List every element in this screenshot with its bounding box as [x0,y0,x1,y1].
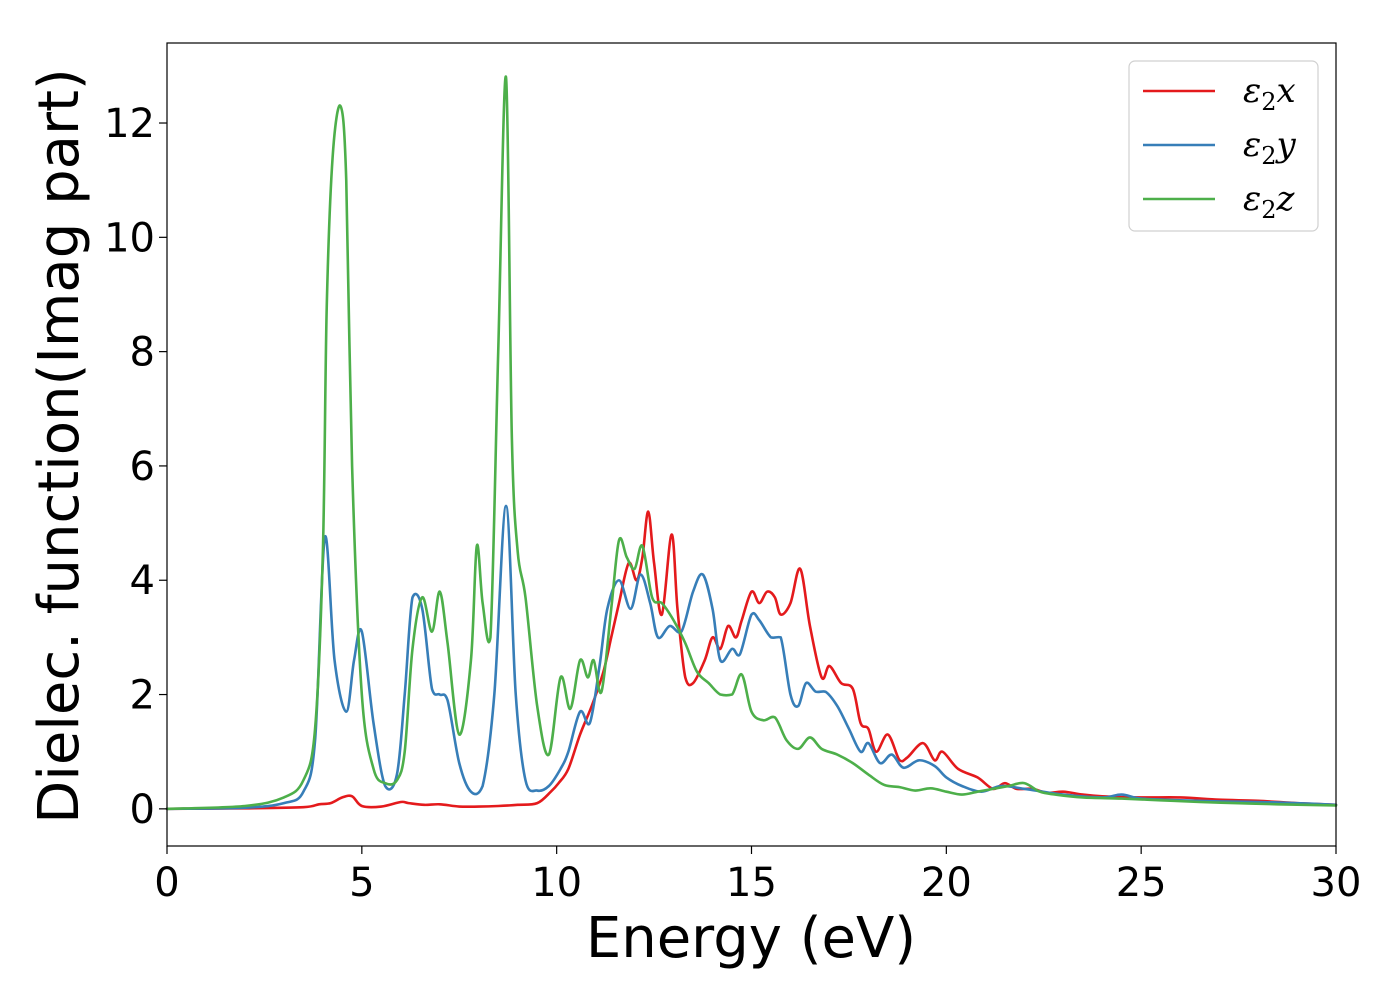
series-layer [165,75,1338,811]
legend-box [1128,60,1319,232]
legend-label-base: ε [1243,71,1261,111]
legend-label-subscript: 2 [1261,88,1276,116]
ticks-layer: 0 5 10 15 20 25 30 0 2 4 6 8 10 12 [104,101,1361,906]
y-tick-label: 0 [130,787,155,833]
legend-label-suffix: x [1277,71,1296,111]
legend-label-subscript: 2 [1261,142,1276,170]
legend-label-y: ε2y [1243,125,1297,170]
legend-label-base: ε [1243,179,1261,219]
x-tick-label: 10 [531,860,582,906]
y-tick-label: 12 [104,101,155,147]
y-tick-label: 2 [130,673,155,719]
y-axis-label: Dielec. function(Imag part) [27,68,92,824]
legend-label-base: ε [1243,125,1261,165]
x-tick-label: 0 [154,860,179,906]
legend-label-x: ε2x [1243,71,1296,116]
legend-label-z: ε2z [1243,179,1296,224]
x-tick-label: 20 [921,860,972,906]
legend-label-suffix: z [1276,179,1296,219]
x-tick-label: 15 [726,860,777,906]
y-tick-label: 6 [130,444,155,490]
y-tick-label: 10 [104,215,155,261]
series-line-y [165,504,1338,811]
series-line-z [165,75,1338,811]
y-tick-label: 8 [130,330,155,376]
x-tick-label: 25 [1116,860,1167,906]
x-tick-label: 30 [1311,860,1362,906]
y-tick-label: 4 [130,558,155,604]
legend-label-suffix: y [1275,125,1297,165]
x-tick-label: 5 [349,860,374,906]
legend-label-subscript: 2 [1261,196,1276,224]
x-axis-label: Energy (eV) [586,906,916,971]
